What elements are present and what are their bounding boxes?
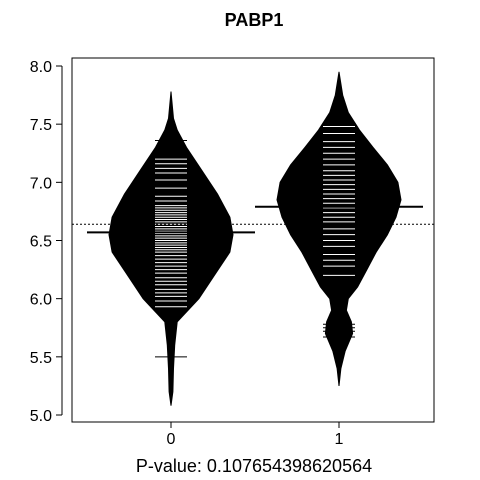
x-axis-label: P-value: 0.107654398620564 [136,456,372,476]
x-tick-label: 1 [335,431,344,448]
y-tick-label: 8.0 [30,59,52,76]
beans [87,71,423,406]
y-tick-label: 7.5 [30,117,52,134]
y-axis: 5.0 5.5 6.0 6.5 7.0 7.5 8.0 [30,59,63,425]
x-tick-label: 0 [167,431,176,448]
y-tick-label: 6.0 [30,292,52,309]
bean-density [108,91,234,406]
y-tick-label: 6.5 [30,234,52,251]
y-tick-label: 5.5 [30,350,52,367]
y-tick-label: 5.0 [30,408,52,425]
chart-title: PABP1 [225,10,284,30]
bean-group-1 [255,71,423,386]
y-tick-label: 7.0 [30,175,52,192]
bean-group-0 [87,91,255,406]
